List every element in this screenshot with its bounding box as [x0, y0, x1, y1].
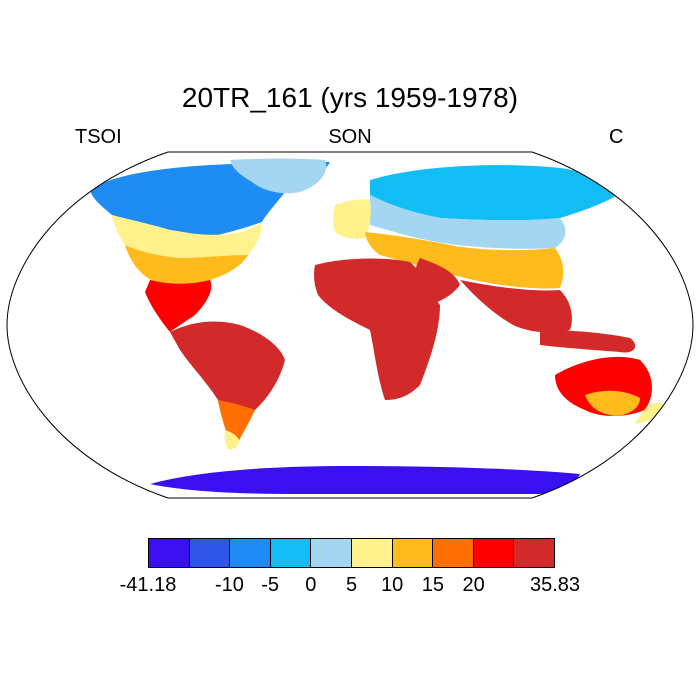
- colorbar-label: -5: [261, 574, 279, 596]
- central-asia-zone: [370, 195, 566, 249]
- colorbar-label: 5: [345, 574, 358, 596]
- greenland-region: [230, 158, 327, 194]
- units-label: C: [609, 126, 624, 148]
- na-mild-zone: [112, 215, 262, 258]
- africa-region: [314, 258, 440, 400]
- new-zealand-region: [635, 402, 666, 424]
- colorbar-label: 20: [462, 574, 485, 596]
- indonesia-region: [540, 330, 636, 353]
- siberia-zone: [370, 165, 618, 221]
- variable-label: TSOI: [75, 126, 122, 148]
- south-america-region: [170, 321, 285, 450]
- colorbar-box-5: [351, 539, 393, 567]
- south-asia-zone: [460, 280, 572, 333]
- eurasia-region: [333, 165, 618, 333]
- colorbar-label: 15: [421, 574, 445, 596]
- colorbar-box-7: [433, 539, 474, 567]
- colorbar: [148, 538, 555, 568]
- colorbar-box-3: [270, 539, 312, 567]
- colorbar-box-8: [473, 539, 515, 567]
- europe-zone: [333, 199, 371, 239]
- colorbar-label: 0: [305, 574, 317, 596]
- colorbar-box-1: [189, 539, 231, 567]
- colorbar-label: -10: [214, 574, 244, 596]
- season-label: SON: [328, 126, 372, 148]
- globe-outline: [6, 151, 694, 499]
- mid-asia-zone: [365, 232, 564, 289]
- colorbar-box-0: [149, 539, 190, 567]
- map-title: 20TR_161 (yrs 1959-1978): [181, 82, 519, 113]
- colorbar-box-6: [392, 539, 434, 567]
- sa-south-zone: [218, 400, 255, 448]
- colorbar-label: 10: [381, 574, 404, 596]
- na-warm-zone: [125, 245, 248, 285]
- central-america-zone: [145, 280, 212, 332]
- sa-tropical-zone: [170, 321, 285, 448]
- australia-south-zone: [585, 390, 640, 416]
- antarctica-region: [150, 466, 580, 494]
- colorbar-label: -41.18: [119, 574, 177, 596]
- patagonia-zone: [224, 430, 240, 450]
- colorbar-box-2: [230, 539, 271, 567]
- colorbar-box-4: [311, 539, 352, 567]
- colorbar-label: 35.83: [529, 574, 581, 596]
- colorbar-box-9: [514, 539, 554, 567]
- australia-region: [555, 356, 652, 416]
